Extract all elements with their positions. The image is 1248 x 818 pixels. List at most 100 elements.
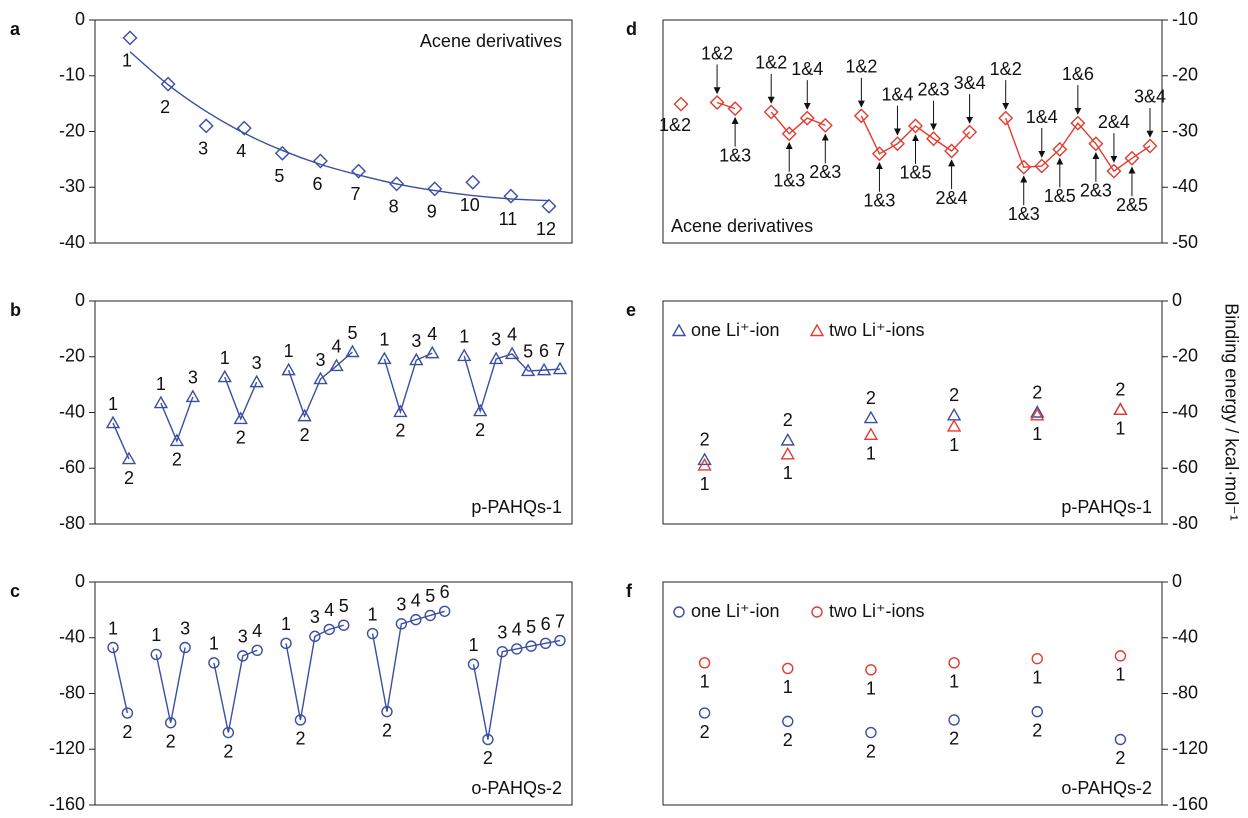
point-label: 4	[236, 141, 246, 161]
data-point	[280, 637, 292, 650]
y-tick-label: 0	[75, 290, 85, 310]
point-label: 2	[160, 97, 170, 117]
data-point	[313, 371, 328, 385]
point-label: 1	[220, 348, 230, 368]
y-tick-label: -40	[59, 627, 85, 647]
point-label: 10	[460, 195, 480, 215]
point-label: 1&5	[1044, 186, 1076, 206]
data-point	[351, 163, 367, 179]
group-line	[770, 111, 826, 135]
point-label: 2	[783, 730, 793, 750]
panel-annotation: o-PAHQs-2	[471, 778, 562, 798]
point-label: 1	[866, 444, 876, 464]
data-point	[780, 446, 795, 460]
data-point	[865, 726, 877, 739]
point-label: 1&2	[755, 53, 787, 73]
panel-annotation: o-PAHQs-2	[1061, 778, 1152, 798]
point-label: 4	[331, 337, 341, 357]
point-label: 1	[1115, 418, 1125, 438]
point-label: 1	[468, 635, 478, 655]
point-label: 1	[1115, 665, 1125, 685]
point-label: 1&3	[1008, 204, 1040, 224]
data-point	[274, 145, 290, 161]
y-tick-label: -30	[59, 176, 85, 196]
y-tick-label: -80	[59, 513, 85, 533]
point-label: 3	[180, 618, 190, 638]
group-line	[383, 352, 433, 415]
point-label: 2	[783, 410, 793, 430]
point-label: 7	[555, 340, 565, 360]
panel-annotation: p-PAHQs-1	[1061, 497, 1152, 517]
group-line	[213, 649, 258, 733]
point-label: 4	[252, 621, 262, 641]
data-point	[1113, 402, 1128, 415]
data-point	[338, 619, 350, 631]
point-label: 6	[312, 174, 322, 194]
y-axis-label: Binding energy / kcal·mol⁻¹	[1221, 303, 1241, 521]
data-point	[673, 96, 689, 112]
point-label: 1&2	[701, 43, 733, 63]
data-point	[198, 118, 214, 134]
panel-letter: c	[10, 581, 20, 601]
point-label: 1	[1032, 424, 1042, 444]
point-label: 2	[866, 388, 876, 408]
legend-label: two Li⁺-ions	[829, 320, 925, 340]
point-label: 1&6	[1062, 64, 1094, 84]
point-label: 5	[339, 596, 349, 616]
y-tick-label: -20	[59, 346, 85, 366]
data-point	[389, 176, 405, 192]
data-point	[698, 657, 711, 669]
data-point	[554, 634, 566, 647]
point-label: 3	[491, 330, 501, 350]
point-label: 2	[395, 421, 405, 441]
panel-letter: e	[626, 300, 636, 320]
point-label: 1	[700, 672, 710, 692]
data-point	[539, 637, 552, 650]
data-point	[763, 104, 779, 120]
data-point	[709, 95, 725, 110]
group-line	[716, 101, 736, 110]
point-label: 1	[379, 330, 389, 350]
point-label: 6	[541, 614, 551, 634]
data-point	[946, 419, 962, 432]
point-label: 5	[526, 617, 536, 637]
y-tick-label: 0	[1172, 290, 1182, 310]
data-point	[1034, 158, 1050, 174]
point-label: 9	[427, 202, 437, 222]
point-label: 3	[310, 607, 320, 627]
panel-letter: f	[626, 581, 633, 601]
data-point	[863, 410, 879, 424]
point-label: 1	[949, 435, 959, 455]
y-tick-label: -50	[1172, 232, 1198, 252]
point-label: 3	[316, 350, 326, 370]
point-label: 2	[700, 722, 710, 742]
data-point	[520, 363, 536, 377]
group-line	[463, 353, 561, 414]
data-point	[817, 117, 833, 133]
data-point	[871, 146, 887, 162]
point-label: 2	[1115, 748, 1125, 768]
data-point	[948, 657, 960, 669]
data-point	[1114, 733, 1127, 746]
point-label: 2&3	[1080, 181, 1112, 201]
data-point	[465, 174, 481, 190]
data-point	[329, 358, 344, 372]
point-label: 1	[156, 374, 166, 394]
data-point	[297, 408, 312, 422]
data-point	[153, 395, 169, 409]
point-label: 1	[949, 672, 959, 692]
group-line	[224, 376, 258, 421]
panel-letter: a	[10, 19, 21, 39]
data-point	[1031, 652, 1043, 665]
point-label: 5	[274, 166, 284, 186]
data-point	[727, 101, 743, 117]
y-tick-label: -120	[49, 738, 85, 758]
point-label: 2	[172, 450, 182, 470]
point-label: 2	[949, 385, 959, 405]
data-point	[122, 30, 138, 46]
point-label: 5	[523, 342, 533, 362]
group-line	[112, 422, 130, 460]
data-point	[1106, 163, 1122, 179]
data-point	[107, 641, 119, 654]
